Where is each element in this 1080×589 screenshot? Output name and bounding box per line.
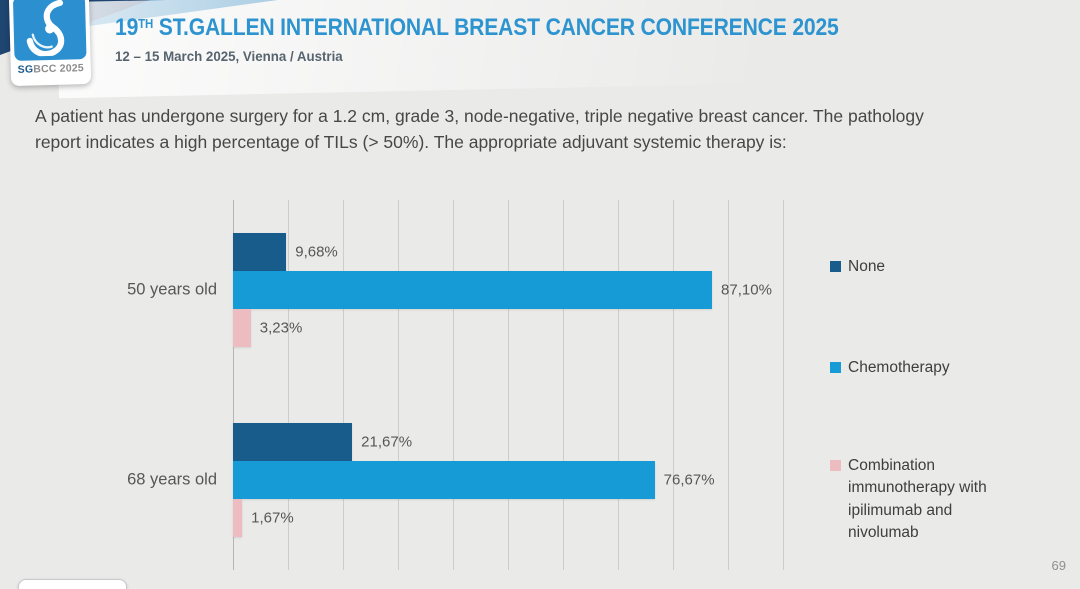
bar-chemotherapy-50-years-old	[233, 271, 713, 309]
conference-date: 12 – 15 March 2025, Vienna / Austria	[115, 48, 343, 64]
gridline	[673, 200, 674, 570]
legend-swatch-icon	[830, 362, 841, 373]
gridline	[563, 200, 564, 570]
conference-logo: SGBCC 2025	[8, 0, 92, 87]
question-text: A patient has undergone surgery for a 1.…	[35, 106, 924, 152]
title-number: 19	[115, 14, 139, 41]
results-chart: 50 years old 9,68% 87,10% 3,23% 68 years old…	[127, 200, 784, 570]
legend-label: Chemotherapy	[848, 359, 950, 376]
bar-combination-68-years-old	[233, 499, 243, 537]
gridline	[728, 200, 729, 570]
legend-label: Combination immunotherapy with ipilimuma…	[848, 457, 987, 542]
category-label: 68 years old	[127, 470, 217, 489]
bar-chemotherapy-68-years-old	[233, 461, 655, 499]
gridline	[398, 200, 399, 570]
logo-badge-suffix: BCC 2025	[33, 62, 85, 76]
gridline	[233, 200, 234, 570]
value-label: 1,67%	[251, 509, 294, 527]
gridline	[508, 200, 509, 570]
legend-swatch-icon	[830, 460, 841, 471]
title-ordinal: TH	[138, 16, 154, 31]
legend-item: Chemotherapy	[830, 357, 1023, 379]
title-text: ST.GALLEN INTERNATIONAL BREAST CANCER CO…	[153, 14, 839, 41]
value-label: 3,23%	[259, 319, 303, 337]
legend-swatch-icon	[830, 261, 841, 272]
legend-item: None	[830, 256, 1023, 278]
value-label: 87,10%	[721, 281, 772, 299]
gridline	[783, 200, 784, 570]
page-number: 69	[1051, 558, 1066, 573]
bar-combination-50-years-old	[233, 309, 251, 347]
bottom-popup[interactable]	[18, 579, 127, 589]
bar-none-50-years-old	[233, 233, 287, 271]
gridline	[343, 200, 344, 570]
bar-none-68-years-old	[233, 423, 353, 461]
value-label: 9,68%	[295, 243, 338, 261]
legend-item: Combination immunotherapy with ipilimuma…	[830, 455, 1023, 545]
gridline	[288, 200, 289, 570]
logo-breast-icon	[12, 0, 87, 61]
logo-badge-text: SGBCC 2025	[18, 62, 84, 76]
value-label: 76,67%	[663, 471, 715, 489]
conference-title: 19TH ST.GALLEN INTERNATIONAL BREAST CANC…	[115, 14, 839, 42]
value-label: 21,67%	[361, 433, 413, 451]
category-label: 50 years old	[127, 280, 217, 299]
gridline	[618, 200, 619, 570]
logo-badge-prefix: SG	[17, 63, 34, 76]
legend-label: None	[848, 258, 886, 275]
gridline	[453, 200, 454, 570]
